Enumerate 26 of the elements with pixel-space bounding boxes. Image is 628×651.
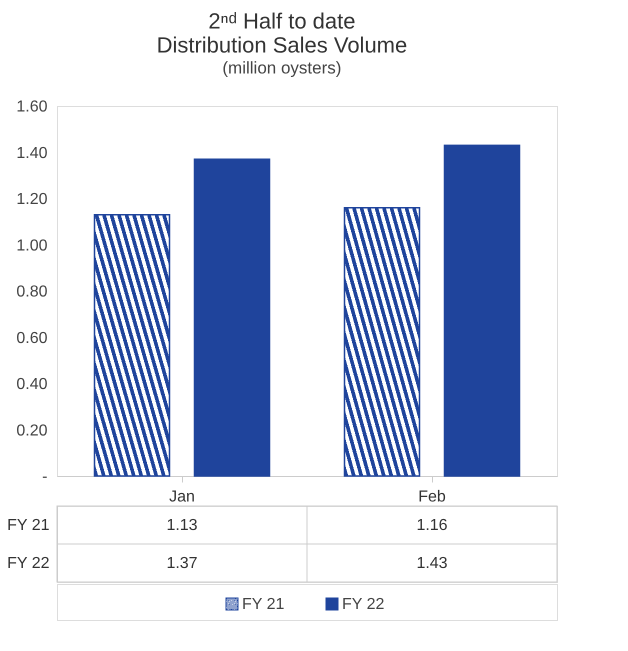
y-tick-label: 0.20 [16, 422, 48, 440]
y-tick-label: 0.40 [16, 376, 48, 393]
bar [444, 144, 520, 477]
y-tick-label: 0.60 [16, 330, 48, 347]
legend-label: FY 22 [342, 596, 384, 613]
legend-label: FY 21 [242, 596, 284, 613]
y-tick-label: 1.60 [16, 98, 48, 116]
y-tick-label: 1.40 [16, 144, 48, 162]
chart-subtitle: (million oysters) [222, 58, 342, 78]
x-tick-label: Feb [418, 488, 446, 506]
text: FY 21 [7, 517, 50, 534]
y-tick-label: - [42, 468, 48, 486]
y-tick-label: 0.80 [16, 284, 48, 300]
bar [194, 158, 270, 477]
text: 2ⁿᵈ Half to date [208, 8, 356, 34]
text: FY 22 [7, 555, 50, 572]
data-label: 1.16 [416, 517, 448, 534]
bar [344, 207, 420, 477]
y-tick-label: 1.00 [16, 237, 48, 254]
x-tick-label: Jan [169, 488, 195, 506]
bar [94, 214, 170, 477]
data-label: 1.37 [166, 555, 198, 572]
data-label: 1.13 [166, 517, 198, 534]
data-label: 1.43 [416, 555, 448, 572]
y-tick-label: 1.20 [16, 191, 48, 208]
text: Distribution Sales Volume [156, 32, 408, 58]
